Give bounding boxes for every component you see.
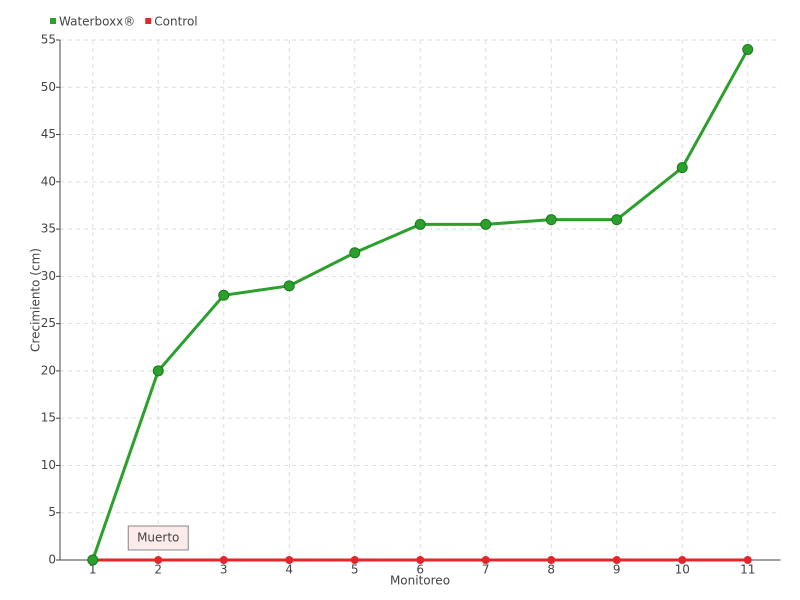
legend-swatch [50,18,56,24]
x-tick-label: 3 [220,563,228,577]
x-tick-label: 5 [351,563,359,577]
legend-label: Control [154,15,197,29]
data-point [349,247,361,259]
y-tick-label: 10 [41,458,56,472]
y-tick-label: 30 [41,269,56,283]
x-tick-label: 7 [482,563,490,577]
legend-swatch [145,18,152,24]
x-tick-label: 1 [89,563,97,577]
data-point [154,556,163,564]
annotation: Muerto [137,531,179,545]
x-axis-label: Monitoreo [390,574,450,588]
x-tick-label: 9 [613,563,621,577]
y-tick-label: 55 [41,33,56,47]
data-point [416,556,425,564]
data-point [611,214,623,226]
data-point [678,556,687,564]
data-point [481,556,490,564]
data-point [547,556,556,564]
y-tick-label: 5 [48,505,56,519]
x-tick-label: 2 [154,563,162,577]
data-point [612,556,621,564]
data-point [350,556,359,564]
x-tick-label: 6 [416,563,424,577]
data-point [414,218,426,230]
y-tick-label: 25 [41,316,56,330]
data-point [480,218,492,230]
data-point [676,162,688,174]
y-tick-label: 20 [41,363,56,377]
data-point [152,365,164,377]
x-tick-label: 10 [675,563,690,577]
data-point [283,280,295,292]
y-axis-label: Crecimiento (cm) [29,248,43,352]
data-point [285,556,294,564]
x-tick-label: 8 [547,563,555,577]
x-tick-label: 11 [740,563,755,577]
y-tick-label: 40 [41,174,56,188]
y-tick-label: 35 [41,222,56,236]
y-tick-label: 15 [41,411,56,425]
data-point [743,556,752,564]
legend-label: Waterboxx® [59,15,135,29]
data-point [742,43,754,55]
y-tick-label: 45 [41,127,56,141]
annotation-box [127,525,189,551]
data-point [219,556,228,564]
data-point [545,214,557,226]
x-tick-label: 4 [285,563,293,577]
data-point [87,554,99,566]
y-tick-label: 0 [48,553,56,567]
y-tick-label: 50 [41,80,56,94]
data-point [218,289,230,301]
